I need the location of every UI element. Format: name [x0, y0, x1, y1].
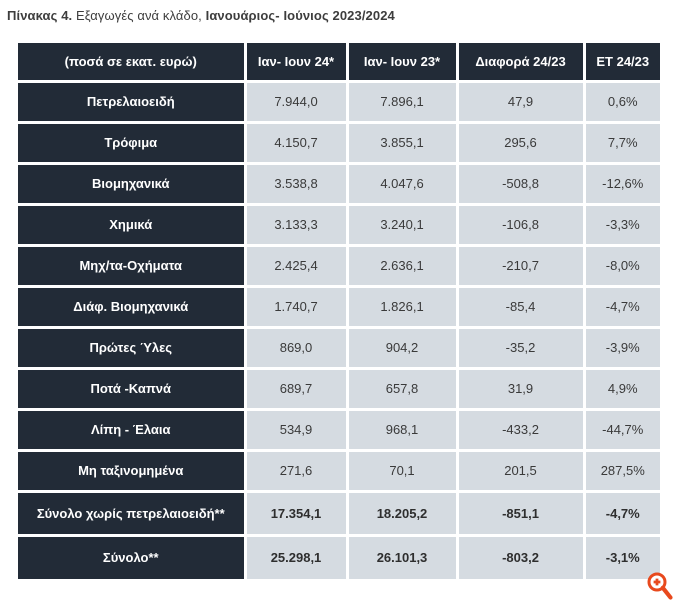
table-header-row: (ποσά σε εκατ. ευρώ) Ιαν- Ιουν 24* Ιαν- Ιο… [18, 43, 660, 83]
row-value: -433,2 [455, 407, 586, 452]
column-header: Ιαν- Ιουν 23* [345, 43, 459, 83]
row-value: 968,1 [345, 407, 459, 452]
row-value: 70,1 [345, 448, 459, 493]
zoom-in-button[interactable] [646, 571, 674, 601]
table-header: (ποσά σε εκατ. ευρώ) Ιαν- Ιουν 24* Ιαν- Ιο… [18, 43, 660, 83]
row-value: -35,2 [455, 325, 586, 370]
row-value: 47,9 [455, 79, 586, 124]
table-row: Ποτά -Καπνά 689,7 657,8 31,9 4,9% [18, 366, 660, 411]
row-value: -4,7% [582, 284, 660, 329]
row-value: 7.944,0 [243, 79, 349, 124]
row-value: 18.205,2 [345, 489, 459, 537]
row-value: 3.538,8 [243, 161, 349, 206]
table-row: Μη ταξινομημένα 271,6 70,1 201,5 287,5% [18, 448, 660, 493]
row-value: -508,8 [455, 161, 586, 206]
table-row: Βιομηχανικά 3.538,8 4.047,6 -508,8 -12,6% [18, 161, 660, 206]
row-value: 201,5 [455, 448, 586, 493]
row-value: 2.425,4 [243, 243, 349, 288]
row-value: 287,5% [582, 448, 660, 493]
row-value: 904,2 [345, 325, 459, 370]
row-value: 869,0 [243, 325, 349, 370]
row-value: 295,6 [455, 120, 586, 165]
row-value: 31,9 [455, 366, 586, 411]
column-header: Διαφορά 24/23 [455, 43, 586, 83]
table-title-number: Πίνακας 4. [7, 8, 73, 23]
row-label: Μη ταξινομημένα [18, 448, 247, 493]
row-value: 1.740,7 [243, 284, 349, 329]
row-value: 2.636,1 [345, 243, 459, 288]
row-value: 4.150,7 [243, 120, 349, 165]
row-value: 3.133,3 [243, 202, 349, 247]
row-value: -3,1% [582, 533, 660, 579]
row-value: 4,9% [582, 366, 660, 411]
row-value: -12,6% [582, 161, 660, 206]
table-row: Σύνολο** 25.298,1 26.101,3 -803,2 -3,1% [18, 533, 660, 579]
row-value: -85,4 [455, 284, 586, 329]
row-label: Διάφ. Βιομηχανικά [18, 284, 247, 329]
row-value: 0,6% [582, 79, 660, 124]
table-title: Πίνακας 4. Εξαγωγές ανά κλάδο, Ιανουάριο… [7, 8, 395, 23]
row-label: Σύνολο χωρίς πετρελαιοειδή** [18, 489, 247, 537]
row-label: Λίπη - Έλαια [18, 407, 247, 452]
column-header: ΕΤ 24/23 [582, 43, 660, 83]
table-row: Πρώτες Ύλες 869,0 904,2 -35,2 -3,9% [18, 325, 660, 370]
row-value: 534,9 [243, 407, 349, 452]
row-value: -8,0% [582, 243, 660, 288]
table-row: Διάφ. Βιομηχανικά 1.740,7 1.826,1 -85,4 -4,7… [18, 284, 660, 329]
row-value: 4.047,6 [345, 161, 459, 206]
table-title-period: Ιανουάριος- Ιούνιος 2023/2024 [205, 8, 395, 23]
row-value: 3.855,1 [345, 120, 459, 165]
row-value: -3,9% [582, 325, 660, 370]
row-value: -851,1 [455, 489, 586, 537]
table-row: Σύνολο χωρίς πετρελαιοειδή** 17.354,1 18.2… [18, 489, 660, 537]
row-label: Τρόφιμα [18, 120, 247, 165]
table-row: Λίπη - Έλαια 534,9 968,1 -433,2 -44,7% [18, 407, 660, 452]
row-label: Πετρελαιοειδή [18, 79, 247, 124]
table-row: Τρόφιμα 4.150,7 3.855,1 295,6 7,7% [18, 120, 660, 165]
row-label: Σύνολο** [18, 533, 247, 579]
row-value: -44,7% [582, 407, 660, 452]
table-body: Πετρελαιοειδή 7.944,0 7.896,1 47,9 0,6% Τρόφι… [18, 79, 660, 579]
row-label: Μηχ/τα-Οχήματα [18, 243, 247, 288]
magnifier-plus-icon [646, 572, 674, 604]
row-label: Βιομηχανικά [18, 161, 247, 206]
row-value: 657,8 [345, 366, 459, 411]
table-row: Χημικά 3.133,3 3.240,1 -106,8 -3,3% [18, 202, 660, 247]
row-value: -210,7 [455, 243, 586, 288]
row-value: 7,7% [582, 120, 660, 165]
row-value: 3.240,1 [345, 202, 459, 247]
column-header: Ιαν- Ιουν 24* [243, 43, 349, 83]
row-value: 689,7 [243, 366, 349, 411]
row-value: 7.896,1 [345, 79, 459, 124]
row-value: 25.298,1 [243, 533, 349, 579]
exports-by-sector-table: (ποσά σε εκατ. ευρώ) Ιαν- Ιουν 24* Ιαν- Ιο… [18, 43, 660, 579]
row-value: 26.101,3 [345, 533, 459, 579]
row-label: Χημικά [18, 202, 247, 247]
table-title-subject: Εξαγωγές ανά κλάδο, [72, 8, 206, 23]
row-value: 17.354,1 [243, 489, 349, 537]
row-value: -4,7% [582, 489, 660, 537]
row-value: 1.826,1 [345, 284, 459, 329]
row-value: -3,3% [582, 202, 660, 247]
row-value: -106,8 [455, 202, 586, 247]
column-header-units: (ποσά σε εκατ. ευρώ) [18, 43, 247, 83]
row-label: Πρώτες Ύλες [18, 325, 247, 370]
table-row: Μηχ/τα-Οχήματα 2.425,4 2.636,1 -210,7 -8,0% [18, 243, 660, 288]
row-label: Ποτά -Καπνά [18, 366, 247, 411]
row-value: -803,2 [455, 533, 586, 579]
table-row: Πετρελαιοειδή 7.944,0 7.896,1 47,9 0,6% [18, 79, 660, 124]
row-value: 271,6 [243, 448, 349, 493]
